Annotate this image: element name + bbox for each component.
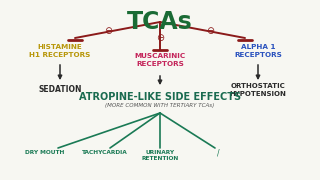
Text: ⊖: ⊖ bbox=[206, 26, 214, 36]
Text: DRY MOUTH: DRY MOUTH bbox=[25, 150, 65, 155]
Text: /: / bbox=[217, 149, 219, 158]
Text: ALPHA 1
RECEPTORS: ALPHA 1 RECEPTORS bbox=[234, 44, 282, 58]
Text: MUSCARINIC
RECEPTORS: MUSCARINIC RECEPTORS bbox=[134, 53, 186, 67]
Text: ORTHOSTATIC
HYPOTENSION: ORTHOSTATIC HYPOTENSION bbox=[229, 83, 286, 97]
Text: URINARY
RETENTION: URINARY RETENTION bbox=[141, 150, 179, 161]
Text: ATROPINE-LIKE SIDE EFFECTS: ATROPINE-LIKE SIDE EFFECTS bbox=[79, 92, 241, 102]
Text: HISTAMINE
H1 RECEPTORS: HISTAMINE H1 RECEPTORS bbox=[29, 44, 91, 58]
Text: TCAs: TCAs bbox=[127, 10, 193, 34]
Text: TACHYCARDIA: TACHYCARDIA bbox=[82, 150, 128, 155]
Text: ⊖: ⊖ bbox=[104, 26, 112, 36]
Text: SEDATION: SEDATION bbox=[38, 85, 82, 94]
Text: ⊖: ⊖ bbox=[156, 33, 164, 43]
Text: (MORE COMMON WITH TERTIARY TCAs): (MORE COMMON WITH TERTIARY TCAs) bbox=[105, 103, 215, 108]
